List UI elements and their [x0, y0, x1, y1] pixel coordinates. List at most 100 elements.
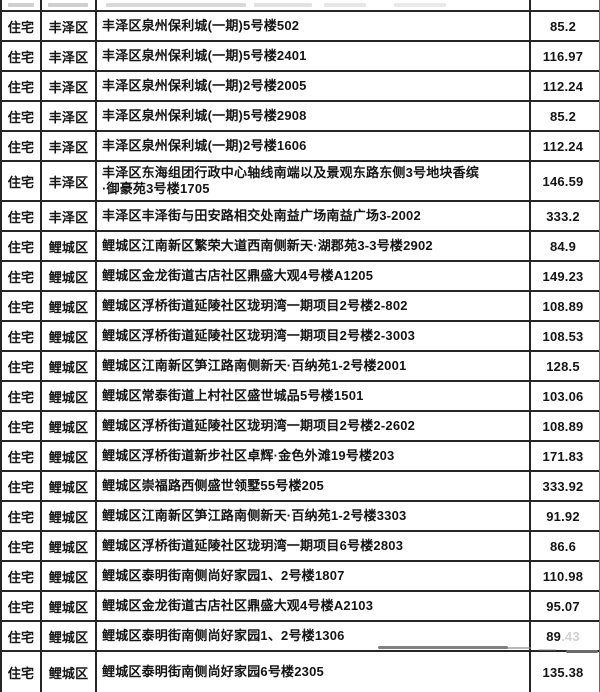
- cell-address: 丰泽区泉州保利城(一期)5号楼2908: [97, 102, 531, 130]
- cell-district: 鲤城区: [42, 592, 97, 620]
- cell-area-value: 84.9: [549, 238, 577, 254]
- table-row: 住宅 鲤城区 鲤城区江南新区笋江路南侧新天·百纳苑1-2号楼2001 128.5: [2, 352, 599, 382]
- cell-property-type: 住宅: [2, 42, 42, 70]
- sliver-cell: [42, 0, 97, 10]
- cell-area-value: 108.53: [542, 328, 584, 344]
- cell-area-value: 333.2: [546, 208, 580, 224]
- scratch-mark-artifact: [505, 647, 531, 649]
- cell-address: 鲤城区泰明街南侧尚好家园6号楼2305: [97, 652, 531, 692]
- cell-address: 丰泽区泉州保利城(一期)2号楼2005: [97, 72, 531, 100]
- cell-area: 85.2: [531, 102, 599, 130]
- cell-area: 108.89: [531, 412, 599, 440]
- cell-property-type: 住宅: [2, 322, 42, 350]
- table-row: 住宅 鲤城区 鲤城区浮桥街道延陵社区珑玥湾一期项目2号楼2-2602 108.8…: [2, 412, 599, 442]
- cell-address: 鲤城区金龙街道古店社区鼎盛大观4号楼A1205: [97, 262, 531, 290]
- cell-property-type: 住宅: [2, 652, 42, 692]
- cell-district: 丰泽区: [42, 162, 97, 200]
- cell-area-value: 149.23: [542, 268, 584, 284]
- cell-property-type: 住宅: [2, 592, 42, 620]
- table-row: 住宅 鲤城区 鲤城区泰明街南侧尚好家园6号楼2305 135.38: [2, 652, 599, 692]
- cell-property-type: 住宅: [2, 382, 42, 410]
- cell-area: 135.38: [531, 652, 599, 692]
- cell-area-value: 146.59: [542, 173, 584, 189]
- cell-area: 146.59: [531, 162, 599, 200]
- cell-area: 103.06: [531, 382, 599, 410]
- cell-area-value: 171.83: [542, 448, 584, 464]
- cell-area-value: 86.6: [549, 538, 577, 554]
- cell-area-value: 91.92: [546, 508, 580, 524]
- cell-address: 丰泽区泉州保利城(一期)2号楼1606: [97, 132, 531, 160]
- cell-address: 鲤城区泰明街南侧尚好家园1、2号楼1306: [97, 622, 531, 650]
- cell-address: 鲤城区浮桥街道延陵社区珑玥湾一期项目2号楼2-802: [97, 292, 531, 320]
- cell-area: 333.2: [531, 202, 599, 230]
- cell-district: 鲤城区: [42, 622, 97, 650]
- sliver-cell: [2, 0, 42, 10]
- cell-property-type: 住宅: [2, 292, 42, 320]
- table-row: 住宅 鲤城区 鲤城区泰明街南侧尚好家园1、2号楼1807 110.98: [2, 562, 599, 592]
- cell-district: 鲤城区: [42, 322, 97, 350]
- cell-address: 丰泽区泉州保利城(一期)5号楼502: [97, 12, 531, 40]
- scratch-mark-artifact: [566, 650, 598, 653]
- cell-address: 鲤城区金龙街道古店社区鼎盛大观4号楼A2103: [97, 592, 531, 620]
- cell-area-value: 85.2: [549, 108, 577, 124]
- cell-area: 86.6: [531, 532, 599, 560]
- table-row: 住宅 鲤城区 鲤城区金龙街道古店社区鼎盛大观4号楼A2103 95.07: [2, 592, 599, 622]
- cell-property-type: 住宅: [2, 102, 42, 130]
- cell-district: 鲤城区: [42, 442, 97, 470]
- cell-address: 鲤城区崇福路西侧盛世领墅55号楼205: [97, 472, 531, 500]
- cell-area: 85.2: [531, 12, 599, 40]
- cell-district: 丰泽区: [42, 132, 97, 160]
- cell-district: 鲤城区: [42, 502, 97, 530]
- cell-area-value: 108.89: [542, 418, 584, 434]
- cell-area-value: 112.24: [542, 138, 584, 154]
- cell-address: 鲤城区浮桥街道延陵社区珑玥湾一期项目6号楼2803: [97, 532, 531, 560]
- cell-area: 116.97: [531, 42, 599, 70]
- cell-area: 110.98: [531, 562, 599, 590]
- cell-property-type: 住宅: [2, 12, 42, 40]
- cell-area: 95.07: [531, 592, 599, 620]
- cell-district: 丰泽区: [42, 102, 97, 130]
- table-row: 住宅 鲤城区 鲤城区浮桥街道新步社区卓辉·金色外滩19号楼203 171.83: [2, 442, 599, 472]
- cell-address: 丰泽区东海组团行政中心轴线南端以及景观东路东侧3号地块香缤·御豪苑3号楼1705: [97, 162, 531, 200]
- sliver-cell: [97, 0, 531, 10]
- cell-property-type: 住宅: [2, 412, 42, 440]
- scratch-mark-artifact: [378, 646, 508, 649]
- cell-district: 丰泽区: [42, 42, 97, 70]
- cell-address: 鲤城区浮桥街道新步社区卓辉·金色外滩19号楼203: [97, 442, 531, 470]
- cell-area: 112.24: [531, 72, 599, 100]
- cell-area: 84.9: [531, 232, 599, 260]
- cell-property-type: 住宅: [2, 442, 42, 470]
- cell-district: 丰泽区: [42, 72, 97, 100]
- cell-area-value: 108.89: [542, 298, 584, 314]
- cell-address: 鲤城区浮桥街道延陵社区珑玥湾一期项目2号楼2-2602: [97, 412, 531, 440]
- sliver-cell: [531, 0, 599, 10]
- table-row: 住宅 鲤城区 鲤城区浮桥街道延陵社区珑玥湾一期项目6号楼2803 86.6: [2, 532, 599, 562]
- ghost-text-artifact: [394, 3, 446, 7]
- cell-district: 鲤城区: [42, 232, 97, 260]
- cell-property-type: 住宅: [2, 562, 42, 590]
- cell-property-type: 住宅: [2, 352, 42, 380]
- table-row: 住宅 鲤城区 鲤城区泰明街南侧尚好家园1、2号楼1306 89.43: [2, 622, 599, 652]
- table-row: 住宅 鲤城区 鲤城区常泰街道上村社区盛世城品5号楼1501 103.06: [2, 382, 599, 412]
- table-row: 住宅 鲤城区 鲤城区浮桥街道延陵社区珑玥湾一期项目2号楼2-802 108.89: [2, 292, 599, 322]
- cell-area-value: 95.07: [546, 598, 580, 614]
- cell-area: 108.53: [531, 322, 599, 350]
- cell-district: 丰泽区: [42, 202, 97, 230]
- cell-property-type: 住宅: [2, 132, 42, 160]
- ghost-text-artifact: [106, 3, 246, 7]
- cell-district: 丰泽区: [42, 12, 97, 40]
- cell-property-type: 住宅: [2, 502, 42, 530]
- cell-area-value: 85.2: [549, 18, 577, 34]
- cell-district: 鲤城区: [42, 652, 97, 692]
- cell-area-value: 112.24: [542, 78, 584, 94]
- table-row: 住宅 丰泽区 丰泽区泉州保利城(一期)5号楼2908 85.2: [2, 102, 599, 132]
- cell-area: 333.92: [531, 472, 599, 500]
- table-row: 住宅 鲤城区 鲤城区崇福路西侧盛世领墅55号楼205 333.92: [2, 472, 599, 502]
- table-row: 住宅 丰泽区 丰泽区丰泽街与田安路相交处南益广场南益广场3-2002 333.2: [2, 202, 599, 232]
- cell-property-type: 住宅: [2, 262, 42, 290]
- cell-district: 鲤城区: [42, 262, 97, 290]
- cell-address: 鲤城区泰明街南侧尚好家园1、2号楼1807: [97, 562, 531, 590]
- cell-address: 鲤城区江南新区笋江路南侧新天·百纳苑1-2号楼3303: [97, 502, 531, 530]
